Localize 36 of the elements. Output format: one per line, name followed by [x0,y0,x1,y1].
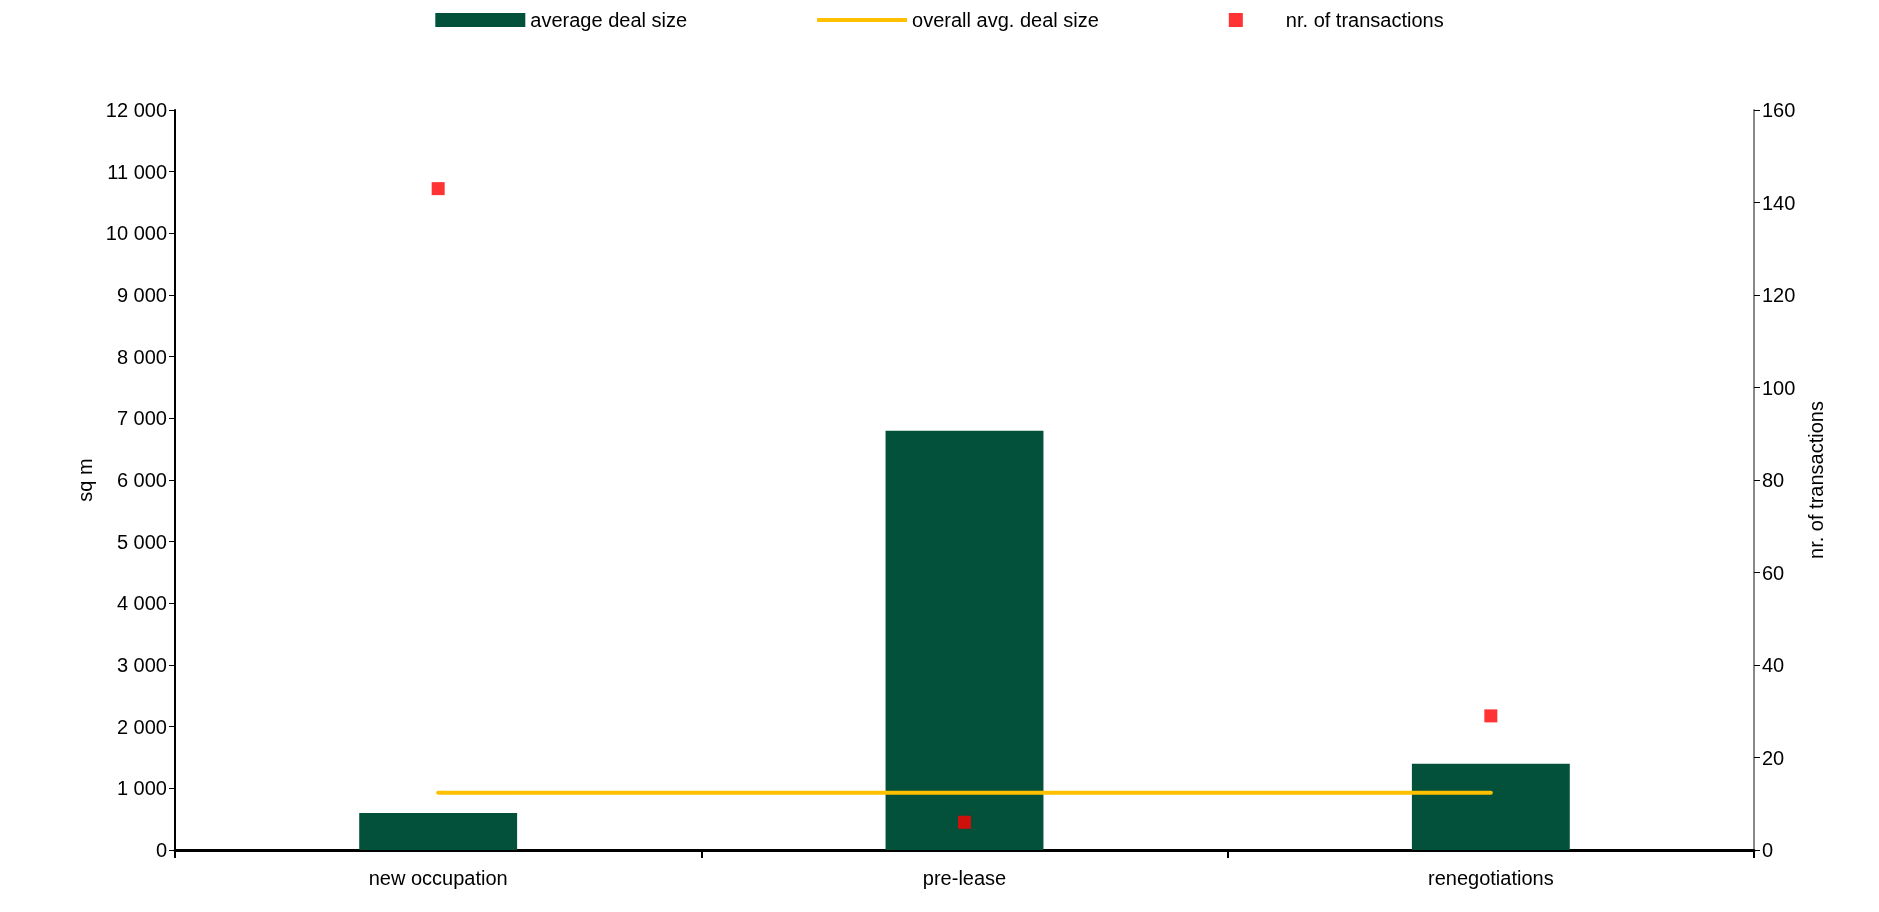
y2-tick-label: 160 [1762,99,1796,121]
y2-tick-label: 80 [1762,469,1785,491]
x-tick-label: pre-lease [922,867,1007,889]
y-tick-label: 1 000 [116,777,167,800]
y2-tick-label: 100 [1762,376,1796,399]
y-tick-label: 5 000 [116,530,167,553]
bar [1411,763,1570,850]
point [431,182,445,196]
y-tick-label: 2 000 [116,715,167,738]
y-axis-title: sq m [73,458,96,502]
point [1484,709,1498,723]
point [958,815,971,829]
legend-label: average deal size [530,9,688,31]
legend-label: nr. of transactions [1285,9,1444,31]
y-tick-label: 7 000 [116,407,167,430]
y2-tick-label: 140 [1762,191,1796,214]
y2-tick-label: 20 [1762,746,1785,769]
y-tick-label: 10 000 [105,222,167,245]
y2-tick-label: 40 [1762,654,1785,676]
y-tick-label: 6 000 [116,469,167,491]
y-tick-label: 8 000 [116,345,167,368]
y2-tick-label: 0 [1762,839,1774,861]
y-tick-label: 12 000 [105,99,167,121]
y-tick-label: 11 000 [107,160,167,183]
bar [885,430,1044,850]
x-tick-label: new occupation [368,867,508,889]
y2-tick-label: 120 [1762,284,1796,306]
y-tick-label: 4 000 [116,592,167,615]
y2-tick-label: 60 [1762,561,1785,584]
y2-axis-title: nr. of transactions [1805,401,1828,559]
y-tick-label: 3 000 [116,654,167,676]
legend-label: overall avg. deal size [912,9,1099,31]
y-tick-label: 9 000 [116,284,167,306]
bar [359,813,518,850]
y-tick-label: 0 [155,839,167,861]
x-tick-label: renegotiations [1428,867,1554,889]
